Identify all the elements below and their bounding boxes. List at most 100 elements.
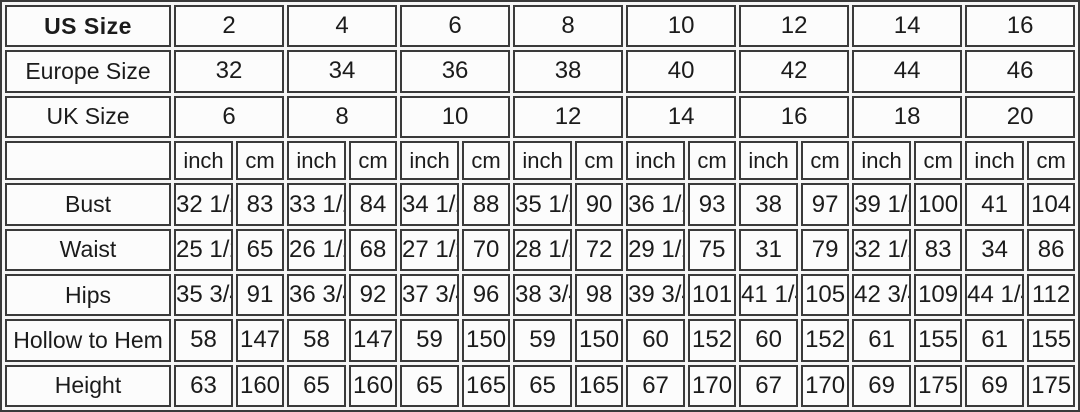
measurement-value-cell: 112	[1027, 274, 1076, 317]
row-label-cell: UK Size	[5, 95, 171, 138]
measurement-value-cell: 61	[852, 319, 912, 362]
measurement-value-cell: 27 1/2	[400, 228, 460, 272]
measurement-value-cell: 97	[801, 183, 850, 226]
measurement-value-cell: 70	[462, 228, 511, 272]
measurement-value-cell: 60	[626, 319, 686, 362]
measurement-value-cell: 155	[1027, 319, 1076, 362]
measurement-value-cell: 86	[1027, 228, 1076, 272]
unit-cell: cm	[688, 140, 737, 181]
unit-cell: inch	[400, 140, 460, 181]
measurement-value-cell: 101	[688, 274, 737, 317]
size-value-cell: 40	[626, 50, 737, 93]
measurement-value-cell: 65	[513, 364, 573, 407]
row-label-cell: Europe Size	[5, 50, 171, 93]
row-label-cell: Hollow to Hem	[5, 319, 171, 362]
measurement-value-cell: 65	[287, 364, 347, 407]
unit-cell: inch	[513, 140, 573, 181]
size-value-cell: 16	[739, 95, 850, 138]
measurement-value-cell: 69	[852, 364, 912, 407]
size-value-cell: 10	[626, 5, 737, 48]
unit-row: inch cm inch cm inch cm inch cm inch cm inch cm inch…	[5, 140, 1076, 181]
measurement-value-cell: 165	[575, 364, 624, 407]
row-label-cell	[5, 140, 171, 181]
size-value-cell: 8	[287, 95, 398, 138]
row-label-cell: Waist	[5, 228, 171, 272]
measurement-value-cell: 28 1/2	[513, 228, 573, 272]
measurement-value-cell: 38	[739, 183, 799, 226]
measurement-value-cell: 92	[349, 274, 398, 317]
unit-cell: inch	[965, 140, 1025, 181]
measurement-value-cell: 34	[965, 228, 1025, 272]
measurement-value-cell: 58	[174, 319, 233, 362]
size-value-cell: 46	[965, 50, 1076, 93]
measurement-value-cell: 150	[462, 319, 511, 362]
size-value-cell: 6	[400, 5, 511, 48]
measurement-value-cell: 160	[236, 364, 285, 407]
measurement-value-cell: 152	[688, 319, 737, 362]
size-value-cell: 12	[513, 95, 624, 138]
measurement-value-cell: 39 1/2	[852, 183, 912, 226]
measurement-value-cell: 61	[965, 319, 1025, 362]
measurement-value-cell: 79	[801, 228, 850, 272]
unit-cell: cm	[236, 140, 285, 181]
row-label-cell: Bust	[5, 183, 171, 226]
unit-cell: inch	[852, 140, 912, 181]
measurement-value-cell: 72	[575, 228, 624, 272]
measurement-value-cell: 32 1/2	[852, 228, 912, 272]
size-value-cell: 2	[174, 5, 285, 48]
unit-cell: cm	[349, 140, 398, 181]
measurement-value-cell: 26 1/2	[287, 228, 347, 272]
measurement-value-cell: 93	[688, 183, 737, 226]
size-value-cell: 44	[852, 50, 963, 93]
row-label-cell: Hips	[5, 274, 171, 317]
row-label-cell: US Size	[5, 5, 171, 48]
measurement-value-cell: 37 3/4	[400, 274, 460, 317]
unit-cell: inch	[626, 140, 686, 181]
measurement-value-cell: 170	[801, 364, 850, 407]
measurement-value-cell: 98	[575, 274, 624, 317]
size-value-cell: 32	[174, 50, 285, 93]
measurement-value-cell: 36 1/2	[626, 183, 686, 226]
size-row: UK Size 6 8 10 12 14 16 18 20	[5, 95, 1076, 138]
unit-cell: inch	[174, 140, 233, 181]
measurement-value-cell: 170	[688, 364, 737, 407]
row-label-cell: Height	[5, 364, 171, 407]
size-value-cell: 16	[965, 5, 1076, 48]
measurement-value-cell: 42 3/4	[852, 274, 912, 317]
measurement-value-cell: 152	[801, 319, 850, 362]
measurement-value-cell: 175	[1027, 364, 1076, 407]
measurement-value-cell: 67	[739, 364, 799, 407]
measurement-value-cell: 165	[462, 364, 511, 407]
measurement-value-cell: 150	[575, 319, 624, 362]
measurement-value-cell: 75	[688, 228, 737, 272]
size-value-cell: 4	[287, 5, 398, 48]
measurement-value-cell: 69	[965, 364, 1025, 407]
measurement-value-cell: 83	[236, 183, 285, 226]
size-value-cell: 14	[852, 5, 963, 48]
unit-cell: cm	[801, 140, 850, 181]
measurement-value-cell: 41 1/4	[739, 274, 799, 317]
measurement-value-cell: 160	[349, 364, 398, 407]
size-value-cell: 10	[400, 95, 511, 138]
measurement-value-cell: 41	[965, 183, 1025, 226]
unit-cell: cm	[914, 140, 963, 181]
measurement-value-cell: 63	[174, 364, 233, 407]
measurement-value-cell: 65	[400, 364, 460, 407]
measurement-value-cell: 84	[349, 183, 398, 226]
size-value-cell: 8	[513, 5, 624, 48]
measurement-value-cell: 35 1/2	[513, 183, 573, 226]
measurement-value-cell: 155	[914, 319, 963, 362]
measurement-value-cell: 109	[914, 274, 963, 317]
size-value-cell: 20	[965, 95, 1076, 138]
size-value-cell: 36	[400, 50, 511, 93]
measurement-value-cell: 33 1/2	[287, 183, 347, 226]
size-row: US Size 2 4 6 8 10 12 14 16	[5, 5, 1076, 48]
size-value-cell: 6	[174, 95, 285, 138]
measurement-value-cell: 105	[801, 274, 850, 317]
measurement-value-cell: 90	[575, 183, 624, 226]
size-value-cell: 12	[739, 5, 850, 48]
measurement-value-cell: 32 1/2	[174, 183, 233, 226]
